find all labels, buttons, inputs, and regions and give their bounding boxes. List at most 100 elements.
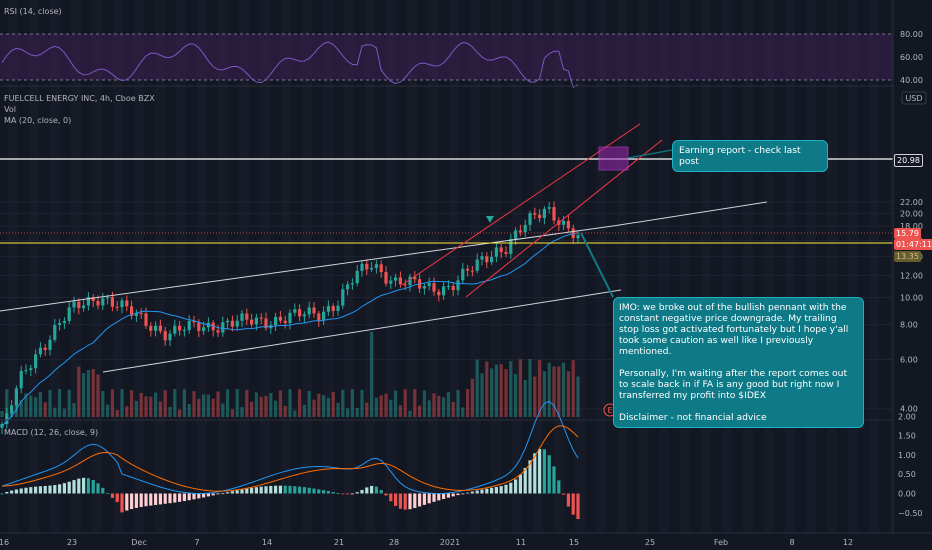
volume-bar	[125, 406, 129, 417]
macd-histogram-bar	[245, 488, 249, 494]
time-tick-label: 12	[843, 538, 853, 547]
volume-bar	[206, 394, 210, 417]
currency-badge[interactable]	[901, 91, 927, 105]
volume-bar	[226, 389, 230, 417]
macd-histogram-bar	[278, 485, 282, 494]
macd-histogram-bar	[110, 493, 114, 498]
volume-bar	[461, 407, 465, 417]
macd-tick-label: 0.50	[898, 470, 916, 479]
candle-body	[451, 285, 455, 291]
volume-bar	[173, 389, 177, 417]
macd-histogram-bar	[158, 493, 162, 505]
volume-bar	[120, 389, 124, 417]
macd-tick-label: 0.00	[898, 490, 916, 499]
volume-bar	[254, 392, 258, 417]
grid-band	[92, 0, 102, 533]
macd-histogram	[0, 448, 580, 519]
analysis-callout[interactable]: IMO: we broke out of the bullish pennant…	[613, 297, 864, 428]
macd-histogram-bar	[216, 493, 220, 495]
pennant-upper-extension[interactable]	[612, 201, 768, 227]
candle-body	[341, 289, 345, 306]
candle-body	[523, 224, 527, 233]
candle-body	[10, 405, 14, 414]
candles	[0, 201, 580, 434]
volume-bar	[86, 369, 90, 417]
volume-bar	[379, 395, 383, 417]
trend-channel-lower[interactable]	[465, 139, 663, 298]
volume-bar	[523, 379, 527, 417]
earnings-callout[interactable]: Earning report - check last post	[672, 140, 828, 172]
time-axis[interactable]: 16 23 Dec 7 14 21 28 2021 11 15 25 Feb 8 12	[0, 538, 853, 547]
macd-histogram-bar	[202, 493, 206, 498]
candle-body	[576, 234, 580, 239]
volume-bar	[43, 402, 47, 417]
candle-body	[307, 307, 311, 315]
candle-body	[163, 331, 167, 341]
volume-bar	[139, 392, 143, 417]
volume-bar	[542, 371, 546, 417]
volume-bar	[370, 331, 374, 417]
macd-histogram-bar	[34, 486, 38, 494]
candle-body	[514, 230, 518, 239]
price-tick-label: 20.00	[900, 209, 923, 218]
volume-legend[interactable]: Vol	[4, 105, 16, 114]
rsi-tick-label: 40.00	[900, 76, 923, 85]
pennant-upper-line[interactable]	[0, 225, 614, 312]
macd-histogram-bar	[298, 486, 302, 494]
candle-body	[216, 330, 220, 333]
candle-body	[370, 267, 374, 270]
time-tick-label: Feb	[714, 538, 728, 547]
macd-histogram-bar	[29, 487, 33, 494]
rsi-legend[interactable]: RSI (14, close)	[4, 7, 62, 16]
grid-band	[260, 0, 270, 533]
ma-legend[interactable]: MA (20, close, 0)	[4, 116, 71, 125]
volume-bar	[24, 393, 28, 417]
price-tick-label: 4.00	[900, 405, 918, 414]
macd-histogram-bar	[254, 487, 258, 494]
volume-bar	[490, 368, 494, 417]
macd-histogram-bar	[533, 453, 537, 494]
candle-body	[230, 320, 234, 327]
earnings-box[interactable]	[598, 146, 629, 171]
grid-band	[764, 0, 774, 533]
macd-histogram-bar	[77, 478, 81, 494]
grid-band	[596, 0, 606, 533]
macd-legend[interactable]: MACD (12, 26, close, 9)	[4, 428, 98, 437]
price-tick-label: 6.00	[900, 356, 918, 365]
macd-histogram-bar	[96, 483, 100, 494]
volume-bar	[355, 408, 359, 417]
macd-histogram-bar	[322, 490, 326, 494]
macd-histogram-bar	[331, 492, 335, 494]
volume-bar	[38, 392, 42, 417]
volume-bar	[259, 396, 263, 417]
candle-body	[226, 320, 230, 323]
macd-histogram-bar	[518, 474, 522, 494]
candle-body	[394, 277, 398, 281]
time-tick-label: 25	[645, 538, 655, 547]
candle-body	[422, 286, 426, 289]
macd-histogram-bar	[384, 493, 388, 496]
macd-histogram-bar	[283, 485, 287, 494]
macd-histogram-bar	[187, 493, 191, 501]
candle-body	[254, 317, 258, 325]
macd-histogram-bar	[43, 485, 47, 494]
macd-histogram-bar	[547, 455, 551, 494]
macd-histogram-bar	[312, 488, 316, 494]
volume-bar	[101, 390, 105, 417]
volume-bar	[62, 408, 66, 417]
candle-body	[485, 256, 489, 263]
macd-histogram-bar	[139, 493, 143, 508]
pennant-lower-line[interactable]	[102, 289, 622, 373]
macd-histogram-bar	[360, 489, 364, 494]
macd-histogram-bar	[250, 487, 254, 494]
candle-body	[336, 305, 340, 311]
candle-body	[62, 321, 66, 324]
symbol-legend[interactable]: FUELCELL ENERGY INC, 4h, Cboe BZX	[4, 94, 155, 103]
macd-histogram-bar	[379, 490, 383, 494]
candle-body	[235, 320, 239, 327]
macd-histogram-bar	[288, 485, 292, 494]
candle-body	[72, 301, 76, 308]
volume-bar	[427, 400, 431, 417]
volume-bar	[82, 373, 86, 417]
